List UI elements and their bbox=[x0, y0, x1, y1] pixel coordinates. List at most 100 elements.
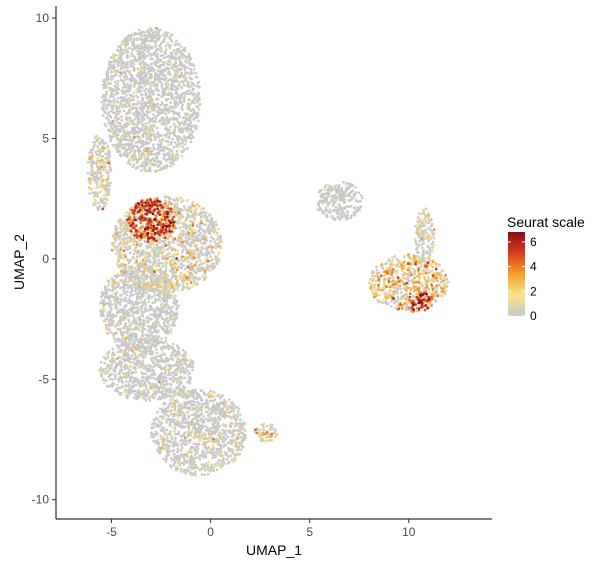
cell-point bbox=[197, 119, 200, 123]
cell-point bbox=[118, 371, 122, 375]
cell-point bbox=[159, 372, 163, 376]
cell-point bbox=[123, 98, 126, 101]
cell-point bbox=[123, 146, 127, 150]
cell-point bbox=[144, 38, 148, 41]
cell-point bbox=[105, 291, 108, 295]
cell-point bbox=[156, 151, 160, 155]
cell-point bbox=[130, 353, 134, 357]
cell-point bbox=[144, 140, 148, 144]
cell-point bbox=[189, 121, 192, 125]
cell-point bbox=[157, 264, 161, 268]
cell-point bbox=[172, 133, 176, 136]
cell-point bbox=[168, 55, 172, 59]
cell-point bbox=[142, 112, 146, 115]
cell-point bbox=[125, 380, 128, 383]
cell-point bbox=[150, 33, 153, 36]
cell-point bbox=[183, 79, 187, 83]
cell-point bbox=[188, 107, 191, 111]
cell-point bbox=[113, 360, 117, 364]
cell-point bbox=[133, 283, 136, 287]
cell-point bbox=[176, 345, 180, 349]
cell-point bbox=[159, 434, 163, 438]
cell-point bbox=[153, 364, 156, 368]
cell-point bbox=[171, 375, 175, 379]
cell-point bbox=[147, 296, 151, 299]
cell-point bbox=[157, 315, 161, 319]
cell-point bbox=[120, 118, 123, 122]
cell-point bbox=[107, 375, 110, 379]
cell-point bbox=[173, 141, 177, 144]
cell-point bbox=[148, 169, 152, 173]
cell-point bbox=[115, 344, 119, 347]
cell-point bbox=[174, 76, 177, 80]
cell-point bbox=[186, 136, 189, 139]
cell-point bbox=[133, 33, 136, 37]
cell-point bbox=[123, 365, 126, 369]
cell-point bbox=[165, 390, 168, 394]
cell-point bbox=[137, 135, 140, 139]
cell-point bbox=[164, 336, 168, 340]
cell-point bbox=[163, 346, 166, 350]
cell-point bbox=[117, 243, 121, 247]
cell-point bbox=[109, 306, 112, 309]
cell-point bbox=[157, 259, 161, 262]
cell-point bbox=[163, 431, 166, 434]
cell-point bbox=[226, 408, 229, 411]
cell-point bbox=[111, 347, 115, 351]
cell-point bbox=[101, 368, 105, 371]
cell-point bbox=[170, 149, 174, 152]
cell-point bbox=[120, 99, 123, 102]
cell-point bbox=[183, 99, 186, 103]
cell-point bbox=[171, 157, 175, 160]
cell-point bbox=[138, 254, 142, 258]
cell-point bbox=[124, 266, 127, 269]
cell-point bbox=[128, 111, 131, 115]
cell-point bbox=[146, 275, 150, 278]
cell-point bbox=[166, 79, 170, 82]
cell-point bbox=[180, 71, 183, 75]
cell-point bbox=[164, 135, 168, 138]
cell-point bbox=[115, 148, 119, 151]
cell-point bbox=[161, 122, 164, 125]
cell-point bbox=[153, 72, 157, 75]
cell-point bbox=[146, 79, 150, 82]
cell-point bbox=[162, 165, 166, 168]
cell-point bbox=[145, 246, 149, 250]
cell-point bbox=[145, 105, 149, 108]
cell-point bbox=[151, 422, 154, 426]
cell-point bbox=[109, 122, 113, 126]
cell-point bbox=[157, 112, 161, 116]
cell-point bbox=[168, 148, 172, 151]
cell-point bbox=[186, 212, 189, 216]
cell-point bbox=[125, 396, 129, 400]
cell-point bbox=[95, 153, 99, 156]
cell-point bbox=[178, 49, 181, 53]
cell-point bbox=[111, 87, 114, 91]
cell-point bbox=[134, 114, 138, 118]
cell-point bbox=[166, 62, 169, 66]
cell-point bbox=[173, 56, 177, 59]
cell-point bbox=[166, 31, 170, 35]
cell-point bbox=[151, 57, 154, 61]
cell-point bbox=[146, 309, 149, 312]
cell-point bbox=[100, 155, 104, 158]
cell-point bbox=[155, 278, 158, 281]
cell-point bbox=[127, 298, 131, 301]
cell-point bbox=[96, 208, 100, 212]
cell-point bbox=[155, 386, 158, 390]
cell-point bbox=[114, 366, 118, 369]
cell-point bbox=[115, 100, 119, 103]
cell-point bbox=[157, 136, 160, 139]
cell-point bbox=[166, 93, 169, 97]
cell-point bbox=[125, 98, 128, 102]
cell-point bbox=[213, 240, 217, 244]
cell-point bbox=[192, 118, 196, 121]
cell-point bbox=[147, 390, 150, 394]
cell-point bbox=[120, 386, 123, 389]
cell-point bbox=[143, 163, 146, 167]
cell-point bbox=[128, 47, 131, 50]
cell-point bbox=[126, 286, 130, 290]
cell-point bbox=[106, 181, 109, 184]
cell-point bbox=[191, 366, 194, 369]
cell-point bbox=[179, 45, 183, 48]
